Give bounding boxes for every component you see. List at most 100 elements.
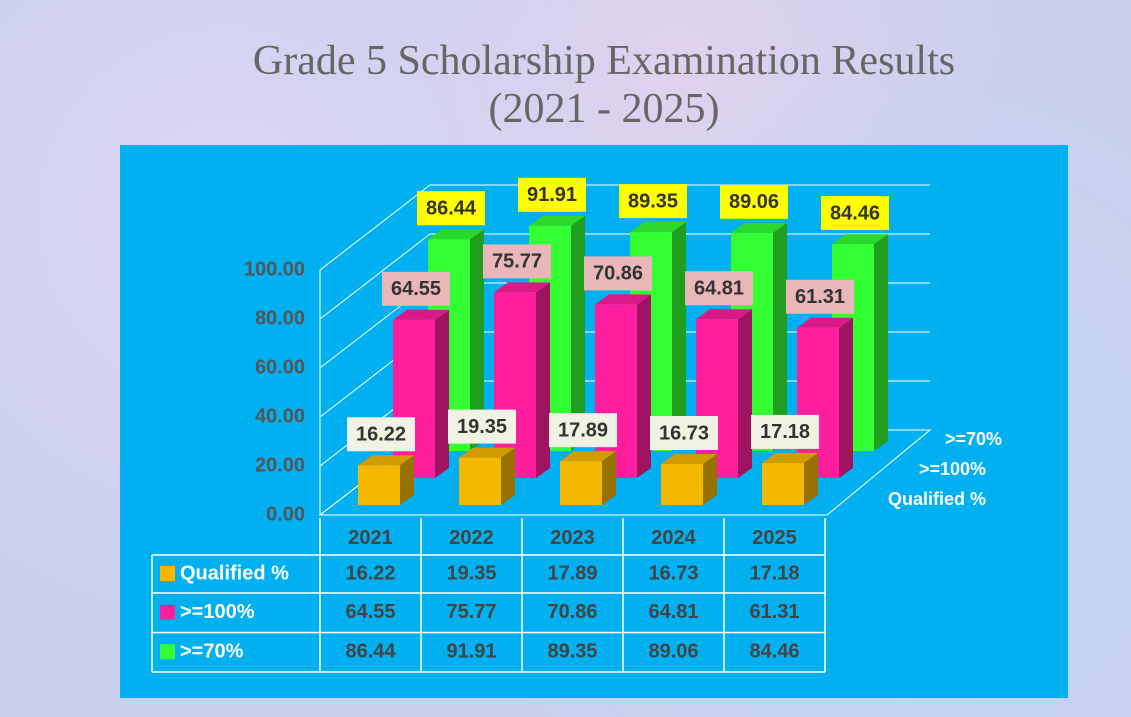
data-label: 61.31 — [795, 286, 845, 308]
data-label-box — [417, 191, 485, 226]
table-value: 91.91 — [446, 641, 496, 663]
data-label-box — [751, 414, 819, 449]
data-label-box — [347, 417, 415, 452]
table-value: 16.22 — [345, 562, 395, 584]
bar-front — [393, 319, 435, 478]
bar-side — [738, 309, 752, 478]
bar-top — [560, 451, 616, 462]
bar — [661, 454, 717, 505]
y-tick-label: 20.00 — [255, 454, 305, 476]
data-label-box — [549, 413, 617, 448]
data-label: 89.35 — [628, 190, 678, 212]
table-value: 16.73 — [648, 562, 698, 584]
bar-side — [839, 317, 853, 478]
table-value: 75.77 — [446, 601, 496, 623]
table-value: 89.06 — [648, 641, 698, 663]
depth-label: Qualified % — [888, 489, 986, 509]
bar — [459, 447, 515, 505]
data-label-box — [382, 271, 450, 306]
bar-top — [393, 309, 449, 320]
depth-label: >=100% — [919, 459, 986, 479]
bar — [560, 451, 616, 505]
data-label: 19.35 — [457, 416, 507, 438]
table-value: 61.31 — [749, 601, 799, 623]
x-tick-label: 2024 — [651, 527, 696, 549]
bar-side — [501, 447, 515, 505]
table-value: 84.46 — [749, 641, 799, 663]
legend-swatch — [160, 566, 175, 581]
bar-top — [797, 317, 853, 328]
bar-top — [494, 282, 550, 293]
table-value: 17.18 — [749, 562, 799, 584]
data-label-box — [821, 196, 889, 231]
bar-front — [459, 457, 501, 505]
bar-top — [731, 222, 787, 233]
bar-top — [630, 222, 686, 233]
data-label: 75.77 — [492, 251, 542, 273]
legend-label: >=100% — [180, 601, 255, 623]
legend-label: Qualified % — [180, 562, 289, 584]
bar-top — [832, 234, 888, 245]
x-tick-label: 2025 — [752, 527, 797, 549]
x-tick-label: 2022 — [449, 527, 494, 549]
data-label-box — [584, 256, 652, 291]
chart-title: Grade 5 Scholarship Examination Results — [253, 38, 955, 84]
table-value: 64.55 — [345, 601, 395, 623]
y-tick-label: 100.00 — [244, 258, 305, 280]
bar-top — [459, 447, 515, 458]
bar — [358, 455, 414, 505]
bar-front — [595, 304, 637, 478]
bar-side — [672, 222, 686, 451]
data-label-box — [518, 177, 586, 212]
y-tick-label: 40.00 — [255, 405, 305, 427]
bar-top — [529, 215, 585, 226]
legend-label: >=70% — [180, 641, 244, 663]
bar-front — [762, 462, 804, 505]
data-label-box — [448, 409, 516, 444]
bar-side — [435, 309, 449, 478]
grid-line — [319, 184, 431, 271]
y-tick-label: 0.00 — [266, 503, 305, 525]
table-value: 86.44 — [345, 641, 396, 663]
y-tick-label: 80.00 — [255, 307, 305, 329]
bar — [696, 309, 752, 478]
x-tick-label: 2021 — [348, 527, 393, 549]
bar-front — [661, 464, 703, 505]
chart-subtitle: (2021 - 2025) — [489, 86, 720, 132]
bar-side — [470, 229, 484, 451]
bar — [494, 282, 550, 478]
bar-top — [762, 452, 818, 463]
bar-front — [358, 465, 400, 505]
y-tick-label: 60.00 — [255, 356, 305, 378]
x-tick-label: 2023 — [550, 527, 595, 549]
grid-line — [319, 233, 431, 320]
bar — [762, 452, 818, 505]
data-label: 64.81 — [694, 277, 744, 299]
data-label-box — [720, 184, 788, 219]
legend-swatch — [160, 644, 175, 660]
data-label-box — [650, 416, 718, 451]
bar-top — [595, 294, 651, 305]
data-label-box — [685, 271, 753, 306]
table-value: 19.35 — [446, 562, 496, 584]
bar-top — [358, 455, 414, 466]
bar-side — [602, 451, 616, 505]
bar-top — [696, 309, 752, 320]
data-label-box — [786, 279, 854, 314]
data-label: 16.22 — [356, 424, 406, 446]
bar-side — [571, 215, 585, 451]
table-value: 17.89 — [547, 562, 597, 584]
data-label: 70.86 — [593, 263, 643, 285]
table-value: 89.35 — [547, 641, 597, 663]
data-label: 16.73 — [659, 422, 709, 444]
data-label-box — [619, 184, 687, 219]
bar — [393, 309, 449, 478]
bar — [797, 317, 853, 478]
data-label: 86.44 — [426, 198, 477, 220]
bar-side — [637, 294, 651, 478]
data-label-box — [483, 244, 551, 279]
table-value: 64.81 — [648, 601, 698, 623]
bar-side — [773, 222, 787, 451]
bar-side — [703, 454, 717, 505]
